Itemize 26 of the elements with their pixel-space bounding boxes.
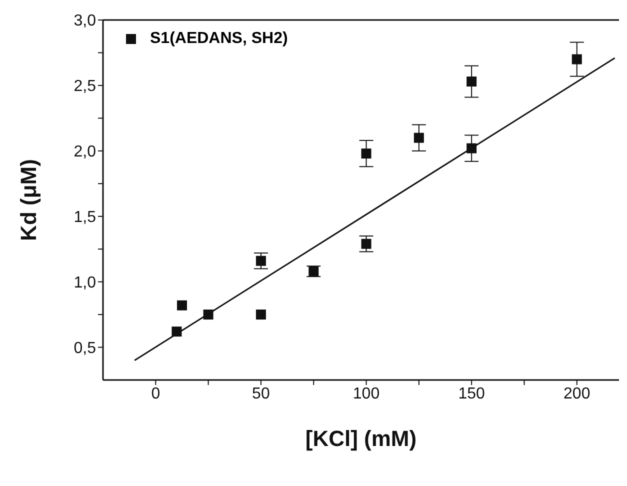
point <box>308 266 319 276</box>
point <box>176 300 187 310</box>
x-tick-label: 150 <box>458 385 486 402</box>
y-tick-label: 3,0 <box>74 12 96 30</box>
point <box>256 256 266 266</box>
point <box>466 76 477 87</box>
y-tick-label: 1,0 <box>74 274 96 292</box>
point <box>361 148 372 159</box>
y-tick-label: 2,5 <box>74 78 96 96</box>
y-tick-label: 1,5 <box>74 209 96 226</box>
legend-label: S1(AEDANS, SH2) <box>150 30 288 48</box>
point <box>414 132 424 143</box>
x-axis-title: [KCl] (mM) <box>305 426 417 451</box>
x-tick-label: 100 <box>352 385 380 402</box>
y-tick-label: 0,5 <box>74 340 96 357</box>
point <box>203 310 214 320</box>
x-tick-label: 0 <box>151 385 160 402</box>
point <box>172 326 182 337</box>
point <box>572 54 582 64</box>
x-tick-label: 200 <box>564 385 590 402</box>
y-tick-label: 2,0 <box>74 144 96 161</box>
point <box>256 310 266 320</box>
x-tick-label: 50 <box>252 385 270 402</box>
point <box>361 238 372 249</box>
point <box>466 143 477 154</box>
y-axis-title: Kd (μM) <box>16 159 41 241</box>
